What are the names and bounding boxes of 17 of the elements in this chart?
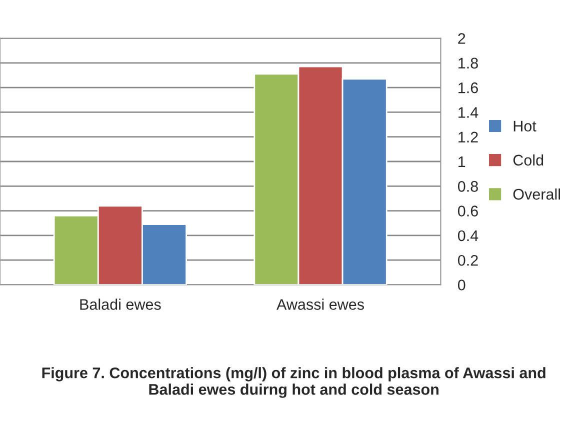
- x-tick-label: Awassi ewes: [276, 298, 364, 310]
- legend-label: Hot: [514, 120, 536, 132]
- y-tick-label: 1.2: [458, 132, 478, 142]
- y-tick-label: 0.8: [458, 181, 478, 192]
- y-tick-label: 2: [458, 33, 466, 44]
- y-tick-label: 0: [458, 280, 466, 290]
- x-tick-label: Baladi ewes: [80, 298, 161, 310]
- legend-label: Overall: [513, 188, 560, 200]
- text: Figure 7. Concentrations (mg/l) of zinc in blood plasma of Awassi and Baladi ewes duirng hot and cold season: [42, 367, 546, 398]
- y-tick-label: 1.4: [458, 107, 478, 118]
- y-tick-label: 1.8: [458, 58, 478, 69]
- y-tick-label: 0.2: [458, 254, 478, 266]
- y-tick-label: 0.6: [458, 206, 478, 216]
- y-tick-label: 1: [458, 156, 466, 168]
- y-tick-label: 1.6: [458, 82, 478, 94]
- legend-label: Cold: [513, 154, 544, 166]
- y-tick-label: 0.4: [458, 230, 478, 242]
